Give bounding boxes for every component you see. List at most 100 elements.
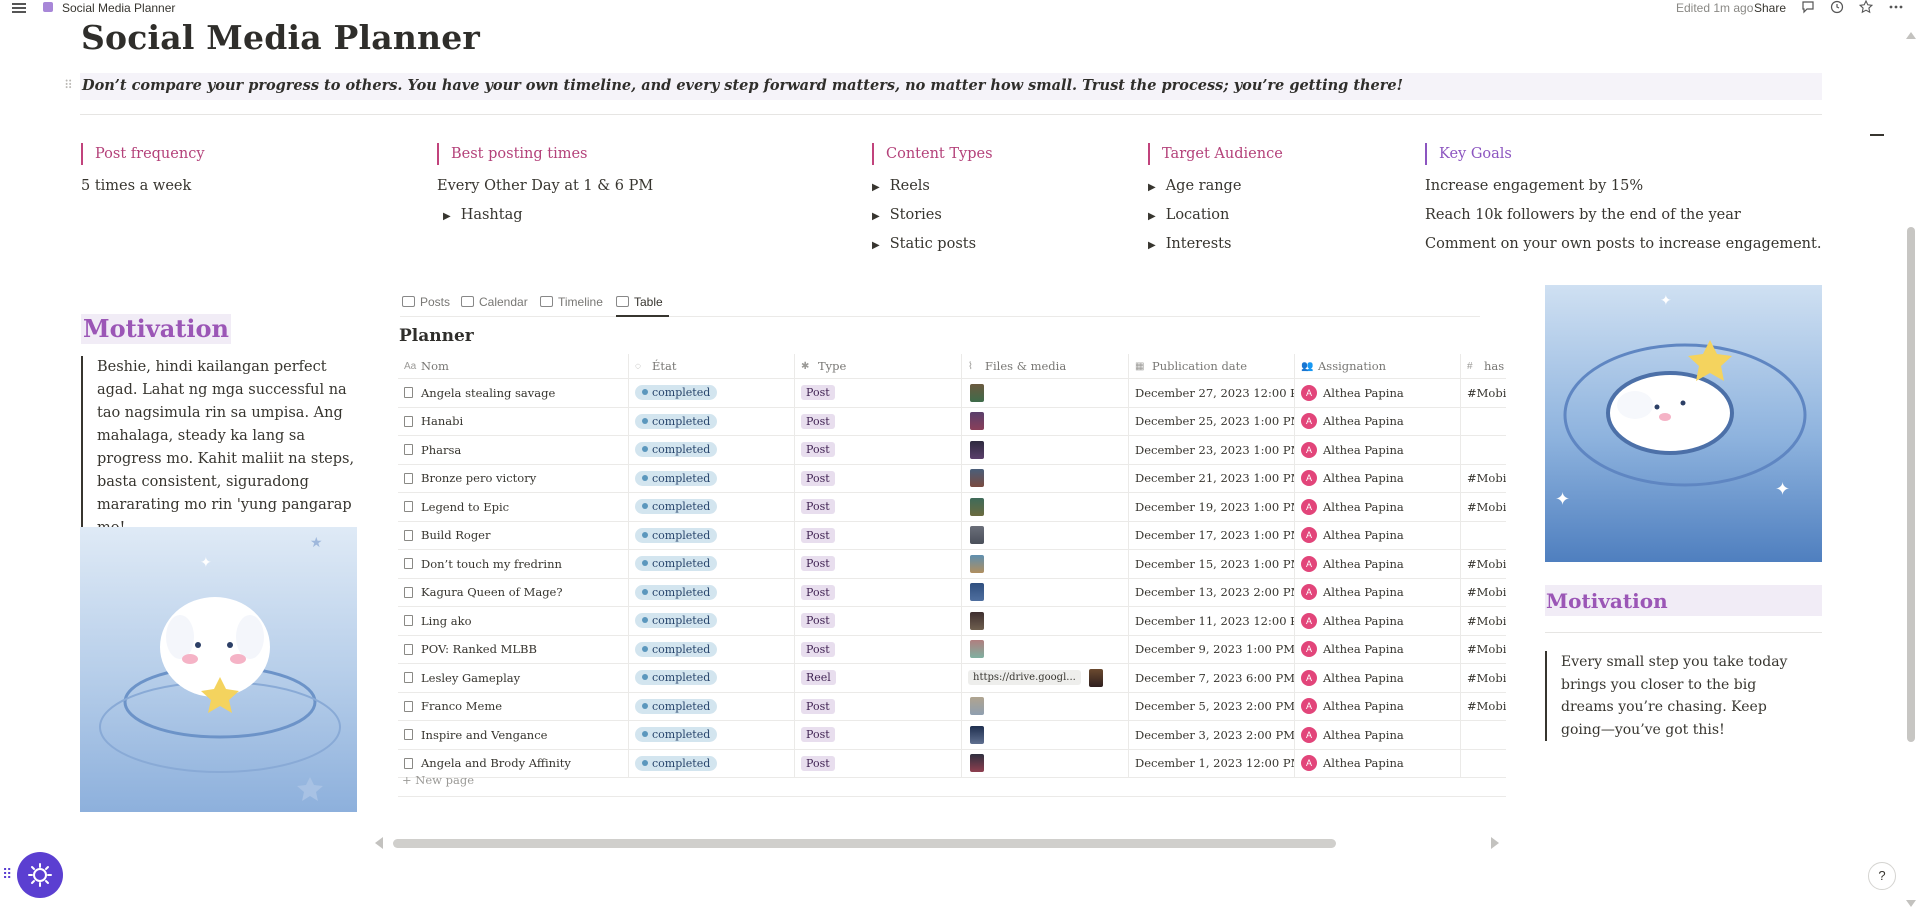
- cell-date[interactable]: December 25, 2023 1:00 PM: [1129, 407, 1295, 435]
- media-thumbnail[interactable]: [970, 640, 984, 659]
- drag-handle-icon[interactable]: ⠿: [2, 866, 13, 882]
- cell-type[interactable]: Post: [795, 464, 962, 492]
- status-badge[interactable]: completed: [635, 698, 718, 714]
- cell-assignation[interactable]: A Althea Papina: [1295, 692, 1461, 720]
- type-badge[interactable]: Post: [801, 470, 835, 486]
- cell-files[interactable]: [962, 550, 1129, 578]
- cell-date[interactable]: December 11, 2023 12:00 PM: [1129, 607, 1295, 635]
- row-title[interactable]: Legend to Epic: [421, 499, 510, 514]
- toggle-icon[interactable]: ▶: [443, 211, 451, 222]
- share-button[interactable]: Share: [1754, 1, 1787, 15]
- status-badge[interactable]: completed: [635, 527, 718, 543]
- cell-type[interactable]: Post: [795, 635, 962, 663]
- cell-date[interactable]: December 13, 2023 2:00 PM: [1129, 578, 1295, 606]
- cell-files[interactable]: [962, 407, 1129, 435]
- scroll-right-arrow-icon[interactable]: [1491, 837, 1499, 849]
- cell-etat[interactable]: completed: [629, 692, 795, 720]
- cell-has[interactable]: [1461, 522, 1506, 550]
- breadcrumb[interactable]: Social Media Planner: [62, 1, 176, 15]
- toggle-icon[interactable]: ▶: [1148, 211, 1156, 222]
- status-badge[interactable]: completed: [635, 641, 718, 657]
- cell-type[interactable]: Post: [795, 607, 962, 635]
- type-badge[interactable]: Post: [801, 641, 835, 657]
- cell-files[interactable]: [962, 379, 1129, 407]
- table-row[interactable]: POV: Ranked MLBB completed Post December…: [398, 635, 1506, 664]
- cell-assignation[interactable]: A Althea Papina: [1295, 521, 1461, 549]
- cell-nom[interactable]: Bronze pero victory: [398, 464, 629, 492]
- cell-etat[interactable]: completed: [629, 379, 795, 407]
- table-row[interactable]: Pharsa completed Post December 23, 2023 …: [398, 436, 1506, 465]
- status-badge[interactable]: completed: [635, 413, 718, 429]
- scroll-up-arrow-icon[interactable]: [1906, 32, 1916, 39]
- status-badge[interactable]: completed: [635, 385, 718, 401]
- cell-nom[interactable]: Lesley Gameplay: [398, 664, 629, 692]
- cell-etat[interactable]: completed: [629, 749, 795, 777]
- type-badge[interactable]: Reel: [801, 670, 836, 686]
- type-badge[interactable]: Post: [801, 727, 835, 743]
- column-header-has[interactable]: # has: [1461, 354, 1506, 378]
- cell-nom[interactable]: Angela and Brody Affinity: [398, 749, 629, 777]
- table-row[interactable]: Don’t touch my fredrinn completed Post D…: [398, 550, 1506, 579]
- cell-files[interactable]: [962, 521, 1129, 549]
- table-row[interactable]: Inspire and Vengance completed Post Dece…: [398, 721, 1506, 750]
- row-title[interactable]: Franco Meme: [421, 699, 503, 714]
- column-header-assignation[interactable]: 👥 Assignation: [1295, 354, 1461, 378]
- media-thumbnail[interactable]: [970, 554, 984, 573]
- scroll-down-arrow-icon[interactable]: [1906, 900, 1916, 907]
- cell-type[interactable]: Post: [795, 407, 962, 435]
- cell-etat[interactable]: completed: [629, 607, 795, 635]
- type-badge[interactable]: Post: [801, 499, 835, 515]
- cell-etat[interactable]: completed: [629, 721, 795, 749]
- cell-etat[interactable]: completed: [629, 550, 795, 578]
- cell-nom[interactable]: Legend to Epic: [398, 493, 629, 521]
- toggle-item[interactable]: ▶ Hashtag: [443, 204, 837, 226]
- cell-etat[interactable]: completed: [629, 436, 795, 464]
- cell-assignation[interactable]: A Althea Papina: [1295, 578, 1461, 606]
- more-icon[interactable]: [1888, 0, 1904, 16]
- cell-files[interactable]: https://drive.googl...: [962, 664, 1129, 692]
- cell-nom[interactable]: Ling ako: [398, 607, 629, 635]
- tab-timeline[interactable]: Timeline: [540, 293, 603, 315]
- media-thumbnail[interactable]: [970, 697, 984, 716]
- status-badge[interactable]: completed: [635, 499, 718, 515]
- media-thumbnail[interactable]: [970, 725, 984, 744]
- scroll-left-arrow-icon[interactable]: [375, 837, 383, 849]
- cell-date[interactable]: December 3, 2023 2:00 PM: [1129, 721, 1295, 749]
- cell-etat[interactable]: completed: [629, 578, 795, 606]
- toggle-icon[interactable]: ▶: [872, 240, 880, 251]
- cell-assignation[interactable]: A Althea Papina: [1295, 749, 1461, 777]
- media-thumbnail[interactable]: [970, 469, 984, 488]
- tab-calendar[interactable]: Calendar: [461, 293, 528, 315]
- toggle-item[interactable]: ▶ Reels: [872, 175, 1112, 197]
- cell-assignation[interactable]: A Althea Papina: [1295, 407, 1461, 435]
- table-row[interactable]: Legend to Epic completed Post December 1…: [398, 493, 1506, 522]
- table-row[interactable]: Lesley Gameplay completed Reel https://d…: [398, 664, 1506, 693]
- row-title[interactable]: Hanabi: [421, 414, 464, 429]
- cell-files[interactable]: [962, 493, 1129, 521]
- cell-has[interactable]: #Mobil: [1461, 550, 1506, 578]
- column-header-type[interactable]: ✱ Type: [795, 354, 962, 378]
- star-icon[interactable]: [1858, 0, 1874, 16]
- media-thumbnail[interactable]: [970, 383, 984, 402]
- cell-assignation[interactable]: A Althea Papina: [1295, 607, 1461, 635]
- toggle-icon[interactable]: ▶: [1148, 240, 1156, 251]
- menu-icon[interactable]: [12, 1, 26, 15]
- cell-has[interactable]: #Mobil: [1461, 493, 1506, 521]
- row-title[interactable]: Inspire and Vengance: [421, 727, 548, 742]
- media-thumbnail[interactable]: [970, 526, 984, 545]
- table-row[interactable]: Franco Meme completed Post December 5, 2…: [398, 692, 1506, 721]
- type-badge[interactable]: Post: [801, 613, 835, 629]
- cell-assignation[interactable]: A Althea Papina: [1295, 721, 1461, 749]
- row-title[interactable]: Build Roger: [421, 528, 491, 543]
- cell-assignation[interactable]: A Althea Papina: [1295, 379, 1461, 407]
- media-thumbnail[interactable]: [970, 583, 984, 602]
- cell-nom[interactable]: Hanabi: [398, 407, 629, 435]
- cell-type[interactable]: Post: [795, 521, 962, 549]
- row-title[interactable]: Angela and Brody Affinity: [421, 756, 571, 771]
- column-header-date[interactable]: ▦ Publication date: [1129, 354, 1295, 378]
- table-of-contents-marker[interactable]: [1870, 134, 1884, 136]
- cell-date[interactable]: December 19, 2023 1:00 PM: [1129, 493, 1295, 521]
- toggle-item[interactable]: ▶ Stories: [872, 204, 1112, 226]
- cell-etat[interactable]: completed: [629, 493, 795, 521]
- cell-date[interactable]: December 23, 2023 1:00 PM: [1129, 436, 1295, 464]
